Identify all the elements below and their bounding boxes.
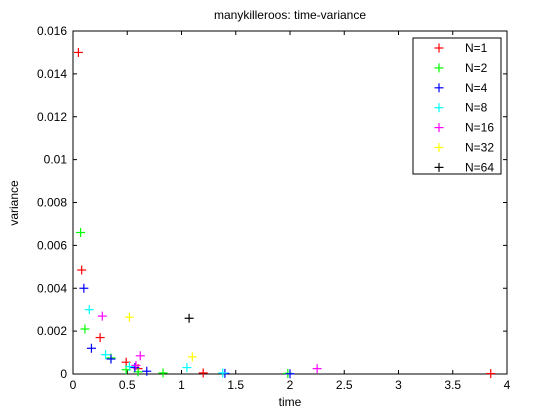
y-axis-label: variance bbox=[7, 180, 21, 226]
x-axis-label: time bbox=[279, 395, 302, 409]
x-tick-label: 2 bbox=[287, 378, 294, 392]
x-tick-label: 4 bbox=[504, 378, 511, 392]
legend-label: N=2 bbox=[465, 61, 488, 75]
x-tick-label: 3 bbox=[395, 378, 402, 392]
y-tick-label: 0.014 bbox=[37, 67, 67, 81]
x-tick-label: 0.5 bbox=[119, 378, 136, 392]
legend: N=1 N=2 N=4 N=8 N=16 N=32 N=64 bbox=[413, 38, 501, 174]
y-tick-label: 0.006 bbox=[37, 238, 67, 252]
x-tick-label: 1 bbox=[178, 378, 185, 392]
y-tick-label: 0.002 bbox=[37, 324, 67, 338]
legend-label: N=4 bbox=[465, 81, 488, 95]
y-tick-label: 0.008 bbox=[37, 196, 67, 210]
x-tick-label: 2.5 bbox=[336, 378, 353, 392]
legend-label: N=32 bbox=[465, 141, 494, 155]
x-tick-label: 1.5 bbox=[227, 378, 244, 392]
y-tick-label: 0.004 bbox=[37, 281, 67, 295]
legend-label: N=1 bbox=[465, 41, 488, 55]
legend-label: N=64 bbox=[465, 160, 494, 174]
chart-title: manykilleroos: time-variance bbox=[214, 8, 366, 22]
x-tick-label: 3.5 bbox=[444, 378, 461, 392]
y-tick-label: 0.012 bbox=[37, 110, 67, 124]
x-tick-label: 0 bbox=[70, 378, 77, 392]
legend-label: N=16 bbox=[465, 121, 494, 135]
y-tick-label: 0.016 bbox=[37, 24, 67, 38]
y-tick-label: 0.01 bbox=[44, 153, 68, 167]
y-tick-label: 0 bbox=[60, 367, 67, 381]
legend-label: N=8 bbox=[465, 101, 488, 115]
